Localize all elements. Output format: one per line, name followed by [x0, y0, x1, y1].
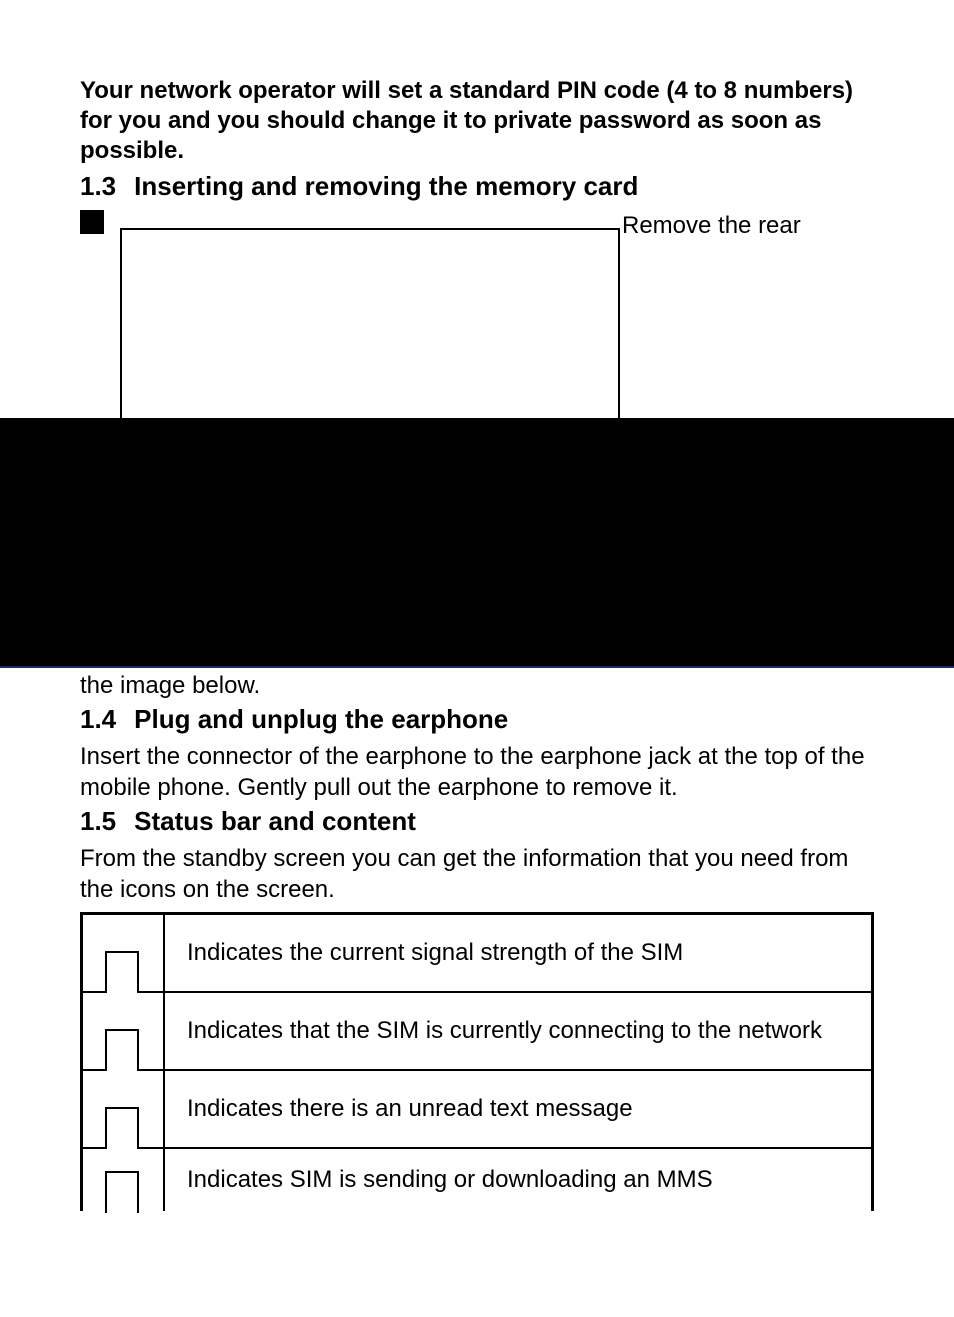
desc-cell: Indicates that the SIM is currently conn… [165, 993, 871, 1069]
heading-1-4: 1.4 Plug and unplug the earphone [80, 703, 874, 737]
heading-1-3: 1.3 Inserting and removing the memory car… [80, 170, 874, 204]
desc-text: Indicates that the SIM is currently conn… [187, 1015, 822, 1046]
heading-1-5: 1.5 Status bar and content [80, 805, 874, 839]
icon-cell [83, 993, 165, 1069]
heading-1-5-num: 1.5 [80, 805, 116, 839]
black-band-region [0, 418, 954, 668]
icon-cell [83, 1149, 165, 1211]
heading-1-3-title: Inserting and removing the memory card [134, 171, 638, 201]
icon-cell [83, 915, 165, 991]
mms-transfer-icon [105, 1171, 139, 1213]
table-row: Indicates that the SIM is currently conn… [83, 993, 871, 1071]
table-row: Indicates there is an unread text messag… [83, 1071, 871, 1149]
body-1-4: Insert the connector of the earphone to … [80, 741, 874, 803]
desc-text: Indicates the current signal strength of… [187, 937, 683, 968]
document-page: Your network operator will set a standar… [0, 0, 954, 1317]
unread-message-icon [105, 1107, 139, 1149]
desc-cell: Indicates SIM is sending or downloading … [165, 1149, 871, 1211]
heading-1-4-num: 1.4 [80, 703, 116, 737]
network-connecting-icon [105, 1029, 139, 1071]
intro-paragraph: Your network operator will set a standar… [80, 76, 874, 166]
fragment-image-below: the image below. [80, 670, 874, 701]
status-icon-table: Indicates the current signal strength of… [80, 912, 874, 1211]
heading-1-5-title: Status bar and content [134, 806, 416, 836]
desc-text: Indicates SIM is sending or downloading … [187, 1164, 713, 1195]
signal-strength-icon [105, 951, 139, 993]
desc-cell: Indicates there is an unread text messag… [165, 1071, 871, 1147]
desc-cell: Indicates the current signal strength of… [165, 915, 871, 991]
table-row: Indicates SIM is sending or downloading … [83, 1149, 871, 1211]
icon-cell [83, 1071, 165, 1147]
image-placeholder-large [120, 228, 620, 418]
heading-1-4-title: Plug and unplug the earphone [134, 704, 508, 734]
heading-1-3-num: 1.3 [80, 170, 116, 204]
fragment-remove-rear: Remove the rear [622, 210, 801, 241]
table-row: Indicates the current signal strength of… [83, 915, 871, 993]
bullet-square-icon [80, 210, 104, 234]
desc-text: Indicates there is an unread text messag… [187, 1093, 633, 1124]
content-below-band: the image below. 1.4 Plug and unplug the … [80, 670, 874, 1211]
body-1-5: From the standby screen you can get the … [80, 843, 874, 905]
